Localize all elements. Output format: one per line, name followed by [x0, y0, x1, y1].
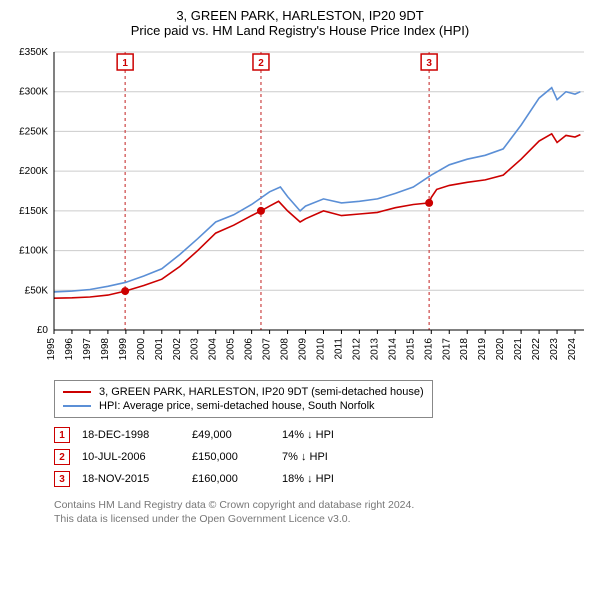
- sale-delta: 18% ↓ HPI: [282, 468, 346, 490]
- svg-text:£250K: £250K: [19, 126, 48, 137]
- svg-text:2016: 2016: [423, 338, 434, 361]
- sale-date: 18-NOV-2015: [82, 468, 192, 490]
- sale-marker-icon: 1: [54, 427, 70, 443]
- footer-attribution: Contains HM Land Registry data © Crown c…: [54, 498, 592, 526]
- chart-title-block: 3, GREEN PARK, HARLESTON, IP20 9DT Price…: [8, 8, 592, 38]
- svg-text:2021: 2021: [513, 338, 524, 361]
- sale-delta: 14% ↓ HPI: [282, 424, 346, 446]
- svg-text:1997: 1997: [82, 338, 93, 361]
- svg-text:2005: 2005: [226, 338, 237, 361]
- sales-row: 1 18-DEC-1998£49,00014% ↓ HPI: [54, 424, 346, 446]
- legend-label: 3, GREEN PARK, HARLESTON, IP20 9DT (semi…: [99, 386, 424, 398]
- svg-text:2015: 2015: [405, 338, 416, 361]
- sale-delta: 7% ↓ HPI: [282, 446, 346, 468]
- sale-date: 10-JUL-2006: [82, 446, 192, 468]
- sale-marker-icon: 2: [54, 449, 70, 465]
- svg-text:£100K: £100K: [19, 246, 48, 257]
- svg-text:£300K: £300K: [19, 87, 48, 98]
- svg-text:2000: 2000: [136, 338, 147, 361]
- chart-legend: 3, GREEN PARK, HARLESTON, IP20 9DT (semi…: [54, 380, 433, 418]
- svg-text:2008: 2008: [280, 338, 291, 361]
- svg-text:£350K: £350K: [19, 47, 48, 58]
- sales-table: 1 18-DEC-1998£49,00014% ↓ HPI 2 10-JUL-2006…: [54, 424, 346, 490]
- svg-text:2006: 2006: [244, 338, 255, 361]
- svg-text:2012: 2012: [351, 338, 362, 361]
- sale-price: £49,000: [192, 424, 282, 446]
- svg-text:2014: 2014: [387, 338, 398, 361]
- svg-text:2022: 2022: [531, 338, 542, 361]
- svg-text:2017: 2017: [441, 338, 452, 361]
- svg-text:2010: 2010: [315, 338, 326, 361]
- sales-row: 2 10-JUL-2006£150,0007% ↓ HPI: [54, 446, 346, 468]
- footer-line1: Contains HM Land Registry data © Crown c…: [54, 498, 592, 512]
- legend-swatch: [63, 405, 91, 407]
- svg-text:£200K: £200K: [19, 166, 48, 177]
- chart-svg: £0 £50K £100K £150K £200K £250K £300K £350K 1 2 3 1…: [8, 44, 592, 374]
- svg-text:1996: 1996: [64, 338, 75, 361]
- svg-text:£50K: £50K: [25, 285, 49, 296]
- legend-swatch: [63, 391, 91, 393]
- footer-line2: This data is licensed under the Open Gov…: [54, 512, 592, 526]
- svg-text:£0: £0: [37, 325, 49, 336]
- svg-text:1: 1: [122, 58, 128, 69]
- legend-label: HPI: Average price, semi-detached house,…: [99, 400, 375, 412]
- price-chart: £0 £50K £100K £150K £200K £250K £300K £350K 1 2 3 1…: [8, 44, 592, 374]
- svg-text:2004: 2004: [208, 338, 219, 361]
- svg-text:2013: 2013: [369, 338, 380, 361]
- svg-text:2011: 2011: [333, 338, 344, 360]
- svg-text:2002: 2002: [172, 338, 183, 361]
- svg-text:2007: 2007: [262, 338, 273, 361]
- svg-text:2018: 2018: [459, 338, 470, 361]
- svg-text:2020: 2020: [495, 338, 506, 361]
- title-line2: Price paid vs. HM Land Registry's House …: [8, 23, 592, 38]
- svg-text:2019: 2019: [477, 338, 488, 361]
- legend-item: HPI: Average price, semi-detached house,…: [63, 399, 424, 413]
- svg-text:1995: 1995: [46, 338, 57, 361]
- svg-text:2024: 2024: [567, 338, 578, 361]
- svg-text:2003: 2003: [190, 338, 201, 361]
- svg-text:2023: 2023: [549, 338, 560, 361]
- svg-text:3: 3: [426, 58, 432, 69]
- svg-text:2: 2: [258, 58, 264, 69]
- svg-text:2009: 2009: [298, 338, 309, 361]
- sale-marker-icon: 3: [54, 471, 70, 487]
- sales-row: 3 18-NOV-2015£160,00018% ↓ HPI: [54, 468, 346, 490]
- sale-price: £150,000: [192, 446, 282, 468]
- legend-item: 3, GREEN PARK, HARLESTON, IP20 9DT (semi…: [63, 385, 424, 399]
- sale-date: 18-DEC-1998: [82, 424, 192, 446]
- svg-text:1998: 1998: [100, 338, 111, 361]
- title-line1: 3, GREEN PARK, HARLESTON, IP20 9DT: [8, 8, 592, 23]
- sale-price: £160,000: [192, 468, 282, 490]
- svg-text:1999: 1999: [118, 338, 129, 361]
- svg-text:2001: 2001: [154, 338, 165, 361]
- svg-text:£150K: £150K: [19, 206, 48, 217]
